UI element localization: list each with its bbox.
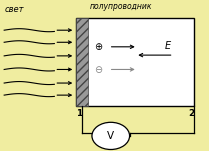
Circle shape	[92, 122, 130, 149]
Text: 1: 1	[76, 109, 83, 118]
Text: $\oplus$: $\oplus$	[94, 41, 103, 52]
Text: 2: 2	[188, 109, 194, 118]
Text: E: E	[164, 41, 170, 51]
Text: полупроводник: полупроводник	[90, 2, 152, 11]
Text: $\ominus$: $\ominus$	[94, 64, 103, 75]
Text: V: V	[107, 131, 114, 141]
Bar	[76, 18, 194, 106]
Text: свет: свет	[4, 5, 24, 14]
Bar	[76, 18, 88, 106]
